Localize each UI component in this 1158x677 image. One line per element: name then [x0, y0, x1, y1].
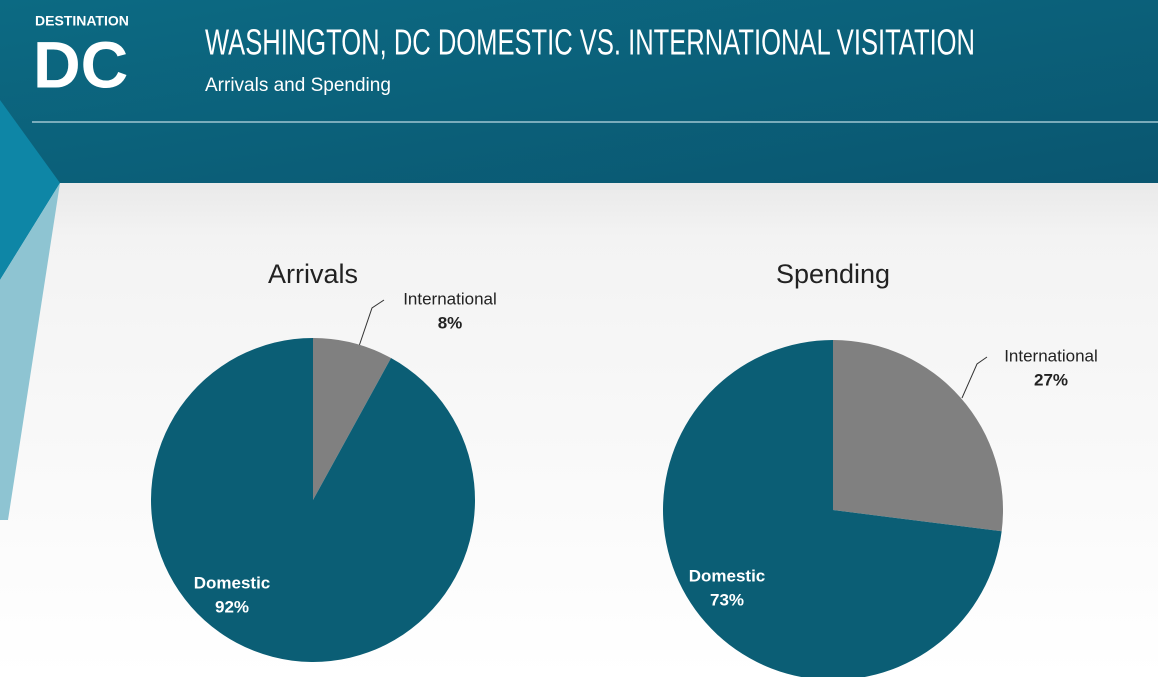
- slice-name: Domestic: [689, 566, 766, 585]
- slice-value: 92%: [215, 597, 249, 616]
- subtitle: Arrivals and Spending: [205, 75, 391, 96]
- header-band: [0, 0, 1158, 183]
- pie-slice: [313, 338, 392, 500]
- pie-slice: [833, 340, 1003, 532]
- slice-value: 73%: [710, 590, 744, 609]
- slice-name: International: [403, 289, 497, 308]
- pie-slice: [663, 340, 1002, 677]
- leader-line: [961, 356, 988, 399]
- slice-value: 27%: [1034, 370, 1068, 389]
- pie-slice: [151, 338, 476, 662]
- chart-title: Spending: [776, 259, 890, 289]
- title: WASHINGTON, DC DOMESTIC VS. INTERNATIONA…: [205, 22, 975, 63]
- chart-title: Arrivals: [268, 259, 358, 289]
- decor: [0, 183, 60, 520]
- decor: [0, 100, 60, 280]
- slice-value: 8%: [438, 313, 463, 332]
- logo-small: DESTINATION: [35, 13, 129, 29]
- slice-name: Domestic: [194, 573, 271, 592]
- slice-name: International: [1004, 346, 1098, 365]
- leader-line: [354, 299, 385, 359]
- logo: DC: [33, 27, 128, 101]
